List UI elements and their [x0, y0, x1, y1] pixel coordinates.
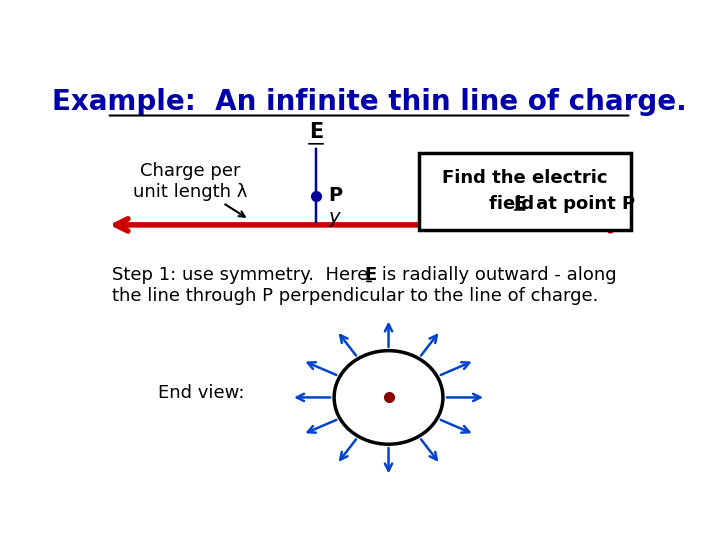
Text: E: E — [364, 266, 377, 284]
Text: E: E — [309, 122, 323, 141]
FancyBboxPatch shape — [419, 153, 631, 230]
Ellipse shape — [334, 350, 443, 444]
Text: is radially outward - along: is radially outward - along — [376, 266, 616, 284]
Text: P: P — [328, 186, 343, 205]
Text: at point P: at point P — [530, 195, 635, 213]
Text: Find the electric: Find the electric — [443, 170, 608, 187]
Text: field: field — [489, 195, 540, 213]
Text: End view:: End view: — [158, 384, 245, 402]
Text: E: E — [513, 195, 526, 213]
Text: y: y — [328, 208, 340, 227]
Text: Charge per
unit length λ: Charge per unit length λ — [133, 162, 248, 201]
Text: Step 1: use symmetry.  Here: Step 1: use symmetry. Here — [112, 266, 374, 284]
Text: the line through P perpendicular to the line of charge.: the line through P perpendicular to the … — [112, 287, 599, 305]
Text: Example:  An infinite thin line of charge.: Example: An infinite thin line of charge… — [52, 87, 686, 116]
